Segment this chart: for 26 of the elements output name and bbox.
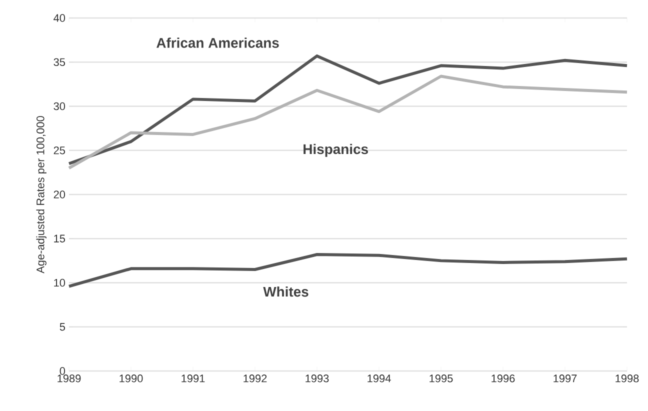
y-tick-label: 15 [54,234,66,242]
y-axis-title: Age-adjusted Rates per 100,000 [36,116,46,274]
x-tick-label: 1998 [616,374,639,382]
y-tick-label: 35 [54,58,66,66]
x-tick-label: 1997 [554,374,577,382]
text: Hispanics [304,144,368,157]
x-tick-label: 1991 [182,374,205,382]
x-tick-label: 1994 [368,374,391,382]
line-series [68,253,628,288]
y-tick-label: 40 [54,14,66,22]
y-tick-label: 5 [60,323,66,331]
x-tick-label: 1990 [120,374,143,382]
y-tick-label: 10 [54,278,66,287]
line-series [68,74,628,170]
x-tick-label: 1993 [306,374,329,382]
x-tick-label: 1992 [244,374,267,382]
y-tick-label: 30 [54,102,66,110]
x-tick-label: 1989 [58,374,81,382]
line-series [68,54,628,166]
x-tick-label: 1995 [430,374,453,382]
series-label: Whites [263,286,308,297]
y-tick-label: 25 [54,146,66,154]
text: African Americans [156,38,279,48]
y-tick-label: 0 [60,367,66,375]
x-tick-label: 1996 [492,374,515,382]
y-tick-label: 20 [54,190,66,198]
